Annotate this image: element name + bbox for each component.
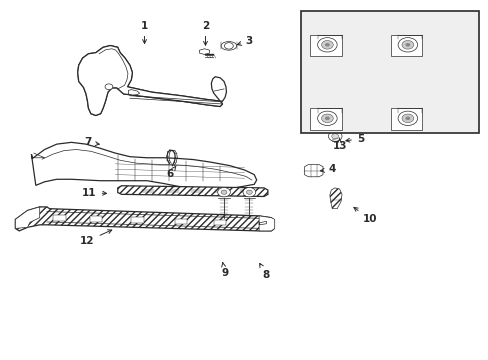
Circle shape bbox=[317, 38, 336, 52]
Text: 6: 6 bbox=[166, 166, 176, 179]
FancyBboxPatch shape bbox=[310, 108, 341, 130]
Polygon shape bbox=[211, 77, 226, 101]
Circle shape bbox=[325, 117, 329, 120]
Circle shape bbox=[243, 188, 255, 197]
Text: 11: 11 bbox=[82, 188, 106, 198]
Text: 2: 2 bbox=[202, 21, 209, 45]
Circle shape bbox=[405, 117, 409, 120]
Polygon shape bbox=[199, 49, 209, 54]
Bar bbox=[214, 220, 226, 225]
Polygon shape bbox=[118, 186, 267, 197]
Text: 4: 4 bbox=[320, 164, 335, 174]
Circle shape bbox=[317, 111, 336, 126]
Bar bbox=[131, 217, 143, 223]
Circle shape bbox=[221, 190, 226, 194]
Text: 12: 12 bbox=[80, 230, 112, 246]
Circle shape bbox=[401, 41, 413, 49]
FancyBboxPatch shape bbox=[300, 12, 478, 134]
FancyBboxPatch shape bbox=[390, 35, 422, 56]
Text: 5: 5 bbox=[345, 134, 364, 144]
Bar bbox=[175, 219, 187, 224]
Circle shape bbox=[328, 131, 341, 141]
Circle shape bbox=[331, 134, 338, 139]
Bar bbox=[90, 216, 102, 222]
Text: 7: 7 bbox=[83, 138, 99, 147]
Circle shape bbox=[224, 42, 233, 49]
Circle shape bbox=[401, 114, 413, 123]
FancyBboxPatch shape bbox=[310, 35, 341, 56]
Circle shape bbox=[246, 190, 252, 194]
Bar bbox=[53, 215, 65, 221]
Text: 9: 9 bbox=[221, 262, 228, 278]
Polygon shape bbox=[329, 188, 341, 209]
Text: 8: 8 bbox=[259, 264, 269, 280]
Polygon shape bbox=[78, 45, 222, 116]
FancyBboxPatch shape bbox=[390, 108, 422, 130]
Circle shape bbox=[397, 111, 417, 126]
Polygon shape bbox=[31, 142, 256, 189]
Polygon shape bbox=[304, 165, 323, 177]
Text: 10: 10 bbox=[353, 207, 377, 224]
Ellipse shape bbox=[221, 41, 236, 50]
Text: 1: 1 bbox=[141, 21, 148, 44]
Text: 3: 3 bbox=[237, 36, 252, 46]
Circle shape bbox=[321, 114, 332, 123]
Polygon shape bbox=[15, 207, 40, 228]
Circle shape bbox=[321, 41, 332, 49]
Circle shape bbox=[325, 43, 329, 46]
Circle shape bbox=[105, 84, 113, 90]
Circle shape bbox=[397, 38, 417, 52]
Text: 13: 13 bbox=[332, 138, 346, 151]
Circle shape bbox=[217, 188, 230, 197]
Polygon shape bbox=[259, 216, 274, 231]
Polygon shape bbox=[15, 207, 273, 231]
Circle shape bbox=[405, 43, 409, 46]
Polygon shape bbox=[78, 45, 222, 116]
Polygon shape bbox=[128, 90, 140, 95]
